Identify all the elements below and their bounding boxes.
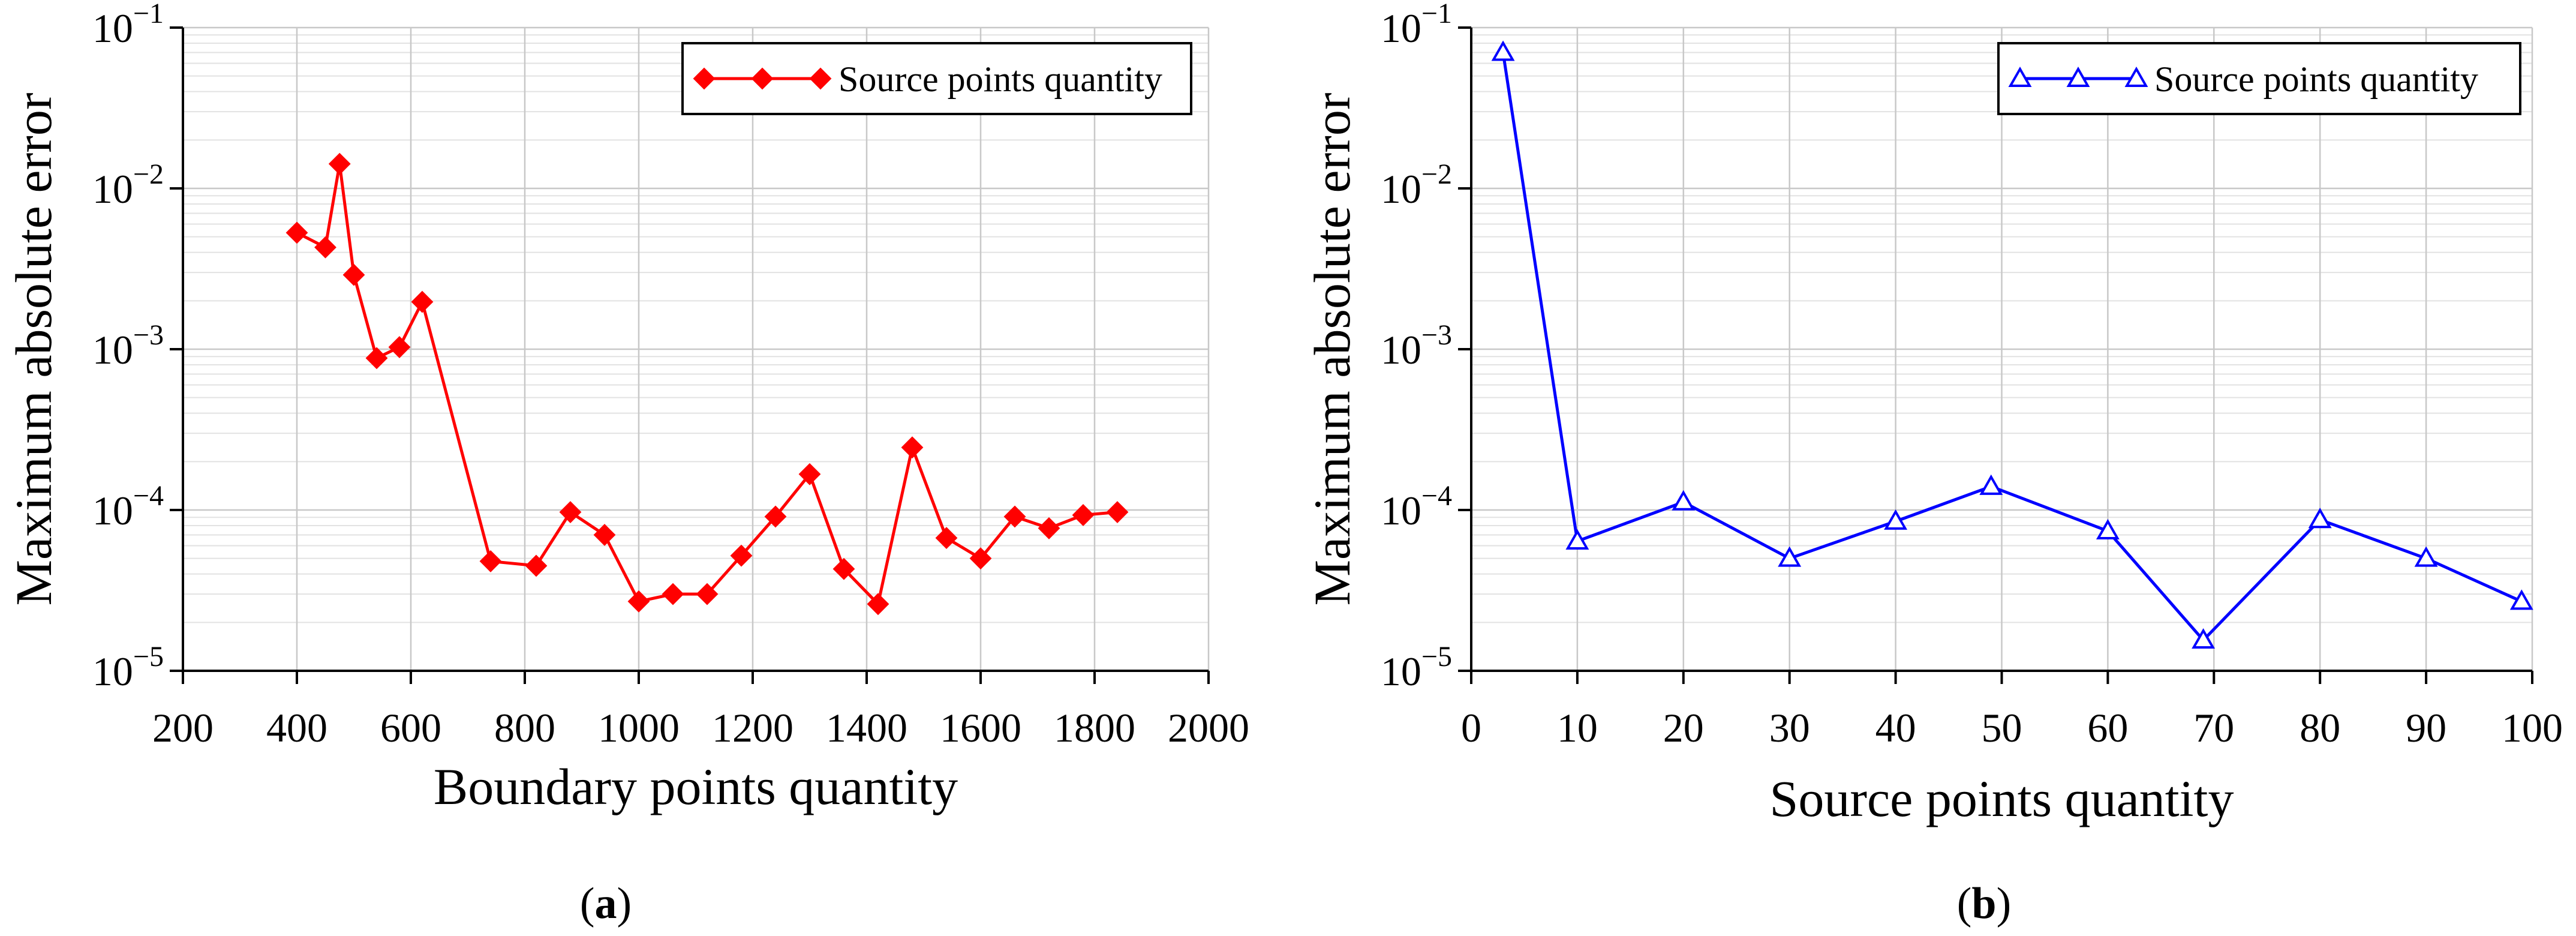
data-point xyxy=(798,463,821,485)
data-point xyxy=(2096,519,2120,540)
data-point xyxy=(1884,509,1908,530)
legend-label: Source points quantity xyxy=(838,59,1162,99)
x-tick-label: 800 xyxy=(494,705,555,751)
data-point xyxy=(479,550,502,572)
x-tick-label: 600 xyxy=(380,705,441,751)
data-point xyxy=(935,527,958,550)
legend: Source points quantity xyxy=(681,42,1192,115)
data-point xyxy=(832,557,855,580)
data-point xyxy=(2192,628,2216,649)
data-point xyxy=(559,501,582,523)
x-tick-label: 2000 xyxy=(1168,705,1249,751)
y-axis-title: Maximum absolute error xyxy=(1303,92,1361,605)
panel-a: 200 400 600 800 1000 1200 1400 1600 1800 2000 10−5… xyxy=(5,0,1249,928)
data-point xyxy=(342,263,365,286)
data-point xyxy=(1778,546,1802,567)
data-point xyxy=(1038,517,1060,539)
y-axis-title: Maximum absolute error xyxy=(5,92,62,605)
data-point xyxy=(1672,490,1696,511)
x-tick-label: 40 xyxy=(1875,705,1916,751)
data-point xyxy=(901,436,924,459)
x-tick-label: 1800 xyxy=(1054,705,1135,751)
x-axis-title: Source points quantity xyxy=(1770,770,2234,827)
x-tick-label: 80 xyxy=(2300,705,2340,751)
data-point xyxy=(365,347,388,370)
y-tick-label: 10−1 xyxy=(92,0,164,51)
data-point xyxy=(1565,529,1589,550)
y-tick-label: 10−3 xyxy=(1381,319,1452,373)
data-point xyxy=(1072,504,1095,526)
y-tick-label: 10−2 xyxy=(1381,158,1452,212)
data-point xyxy=(764,505,787,528)
data-point xyxy=(328,152,351,175)
data-point xyxy=(662,583,684,605)
x-tick-label: 0 xyxy=(1461,705,1481,751)
data-point xyxy=(867,593,889,616)
grid xyxy=(182,26,1210,672)
x-tick-label: 1400 xyxy=(826,705,907,751)
data-point xyxy=(525,554,548,577)
data-point xyxy=(751,67,774,90)
y-tick-label: 10−4 xyxy=(1381,480,1452,533)
x-tick-label: 1600 xyxy=(940,705,1021,751)
panel-caption: (b) xyxy=(1957,879,2011,928)
data-point xyxy=(1106,501,1129,523)
data-point xyxy=(969,547,992,570)
panel-caption: (a) xyxy=(580,879,632,928)
data-point xyxy=(314,236,336,259)
x-axis-title: Boundary points quantity xyxy=(434,758,958,815)
x-tick-label: 10 xyxy=(1557,705,1598,751)
x-tick-label: 70 xyxy=(2193,705,2234,751)
x-tick-label: 30 xyxy=(1769,705,1810,751)
x-tick-label: 20 xyxy=(1663,705,1704,751)
x-tick-label: 1000 xyxy=(598,705,680,751)
y-tick-label: 10−1 xyxy=(1381,0,1452,51)
data-point xyxy=(696,583,719,605)
data-point xyxy=(2066,66,2090,87)
x-tick-label: 60 xyxy=(2087,705,2128,751)
data-point xyxy=(2509,589,2533,610)
y-tick-label: 10−2 xyxy=(92,158,164,212)
x-tick-label: 90 xyxy=(2406,705,2446,751)
x-tick-label: 400 xyxy=(266,705,327,751)
data-point xyxy=(693,67,716,90)
series xyxy=(1491,40,2533,649)
x-tick-label: 1200 xyxy=(712,705,793,751)
data-point xyxy=(2008,66,2032,87)
x-tick-label: 100 xyxy=(2502,705,2563,751)
data-point xyxy=(593,524,616,546)
series xyxy=(285,152,1129,616)
data-point xyxy=(1491,40,1515,61)
data-point xyxy=(1979,474,2003,495)
x-tick-label: 200 xyxy=(152,705,214,751)
x-tick-label: 50 xyxy=(1982,705,2022,751)
y-tick-label: 10−5 xyxy=(92,641,164,694)
data-point xyxy=(730,544,753,567)
data-point xyxy=(2124,66,2148,87)
data-point xyxy=(627,590,650,613)
data-point xyxy=(2308,508,2332,529)
data-point xyxy=(1003,505,1026,528)
data-point xyxy=(2414,546,2438,567)
data-point xyxy=(388,336,411,358)
data-point xyxy=(411,290,434,313)
legend-label: Source points quantity xyxy=(2154,59,2478,99)
y-tick-label: 10−4 xyxy=(92,480,164,533)
y-tick-label: 10−5 xyxy=(1381,641,1452,694)
legend: Source points quantity xyxy=(1997,42,2521,115)
y-tick-label: 10−3 xyxy=(92,319,164,373)
panel-b: 0 10 20 30 40 50 60 70 80 90 100 10−5 10−4 10−3 10−2 10… xyxy=(1303,0,2563,928)
data-point xyxy=(285,221,308,244)
data-point xyxy=(809,67,832,90)
